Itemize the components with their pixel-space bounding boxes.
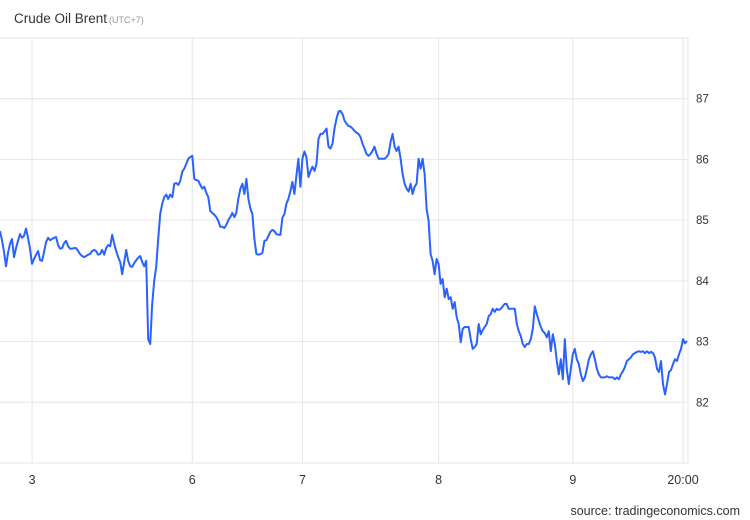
y-tick-label: 85 (696, 215, 709, 227)
chart-title: Crude Oil Brent (UTC+7) (14, 11, 144, 26)
y-tick-label: 87 (696, 94, 709, 106)
x-tick-label: 9 (569, 473, 576, 487)
x-tick-label: 20:00 (667, 473, 698, 487)
x-tick-label: 7 (299, 473, 306, 487)
title-text: Crude Oil Brent (14, 11, 108, 26)
x-tick-label: 8 (435, 473, 442, 487)
source-label: source: tradingeconomics.com (570, 504, 740, 518)
y-tick-label: 83 (696, 337, 709, 349)
x-tick-label: 3 (29, 473, 36, 487)
series-line (0, 109, 688, 396)
y-axis: 82 83 84 85 86 87 (696, 94, 709, 410)
price-chart: 82 83 84 85 86 87 3 6 7 8 9 20:00 (0, 37, 709, 487)
y-tick-label: 86 (696, 154, 709, 166)
x-tick-label: 6 (189, 473, 196, 487)
y-tick-label: 82 (696, 397, 709, 409)
y-tick-label: 84 (696, 276, 709, 288)
x-axis: 3 6 7 8 9 20:00 (29, 473, 699, 487)
timezone-label: (UTC+7) (109, 15, 144, 25)
grid (0, 37, 689, 464)
